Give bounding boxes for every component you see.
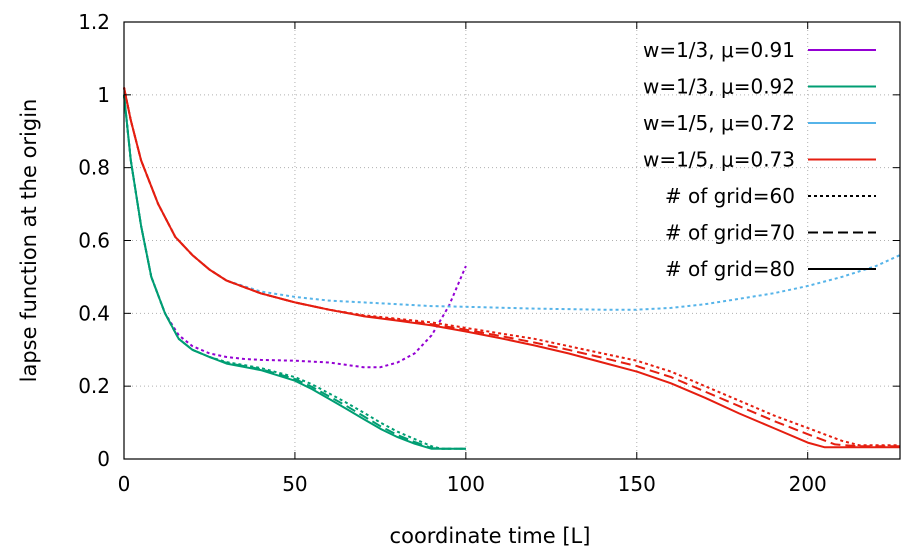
y-tick-label-1: 0.2 — [78, 374, 110, 398]
grid-lines — [124, 22, 900, 459]
x-tick-label-2: 100 — [447, 472, 485, 496]
y-tick-label-2: 0.4 — [78, 301, 110, 325]
legend-label-6: # of grid=80 — [665, 257, 795, 281]
y-tick-label-3: 0.6 — [78, 229, 110, 253]
x-tick-label-0: 0 — [118, 472, 131, 496]
x-tick-label-3: 150 — [618, 472, 656, 496]
y-tick-label-4: 0.8 — [78, 156, 110, 180]
series-line-2 — [123, 94, 466, 450]
legend-label-1: w=1/3, μ=0.92 — [643, 75, 795, 99]
series-line-1 — [123, 94, 466, 450]
axis-ticks: 0 50 100 150 200 0 0.2 0.4 0.6 0.8 1 1.2 — [78, 10, 900, 496]
series-line-3 — [123, 94, 466, 450]
x-tick-label-1: 50 — [282, 472, 307, 496]
y-tick-label-0: 0 — [97, 447, 110, 471]
y-axis-label: lapse function at the origin — [17, 99, 41, 383]
legend-label-5: # of grid=70 — [665, 221, 795, 245]
legend-label-3: w=1/5, μ=0.73 — [643, 148, 795, 172]
series-line-7 — [123, 87, 900, 449]
series-lines — [123, 87, 901, 450]
y-tick-label-5: 1 — [97, 83, 110, 107]
x-axis-label: coordinate time [L] — [390, 524, 591, 548]
legend: w=1/3, μ=0.91 w=1/3, μ=0.92 w=1/5, μ=0.72 w… — [643, 38, 876, 281]
x-tick-label-4: 200 — [789, 472, 827, 496]
legend-label-0: w=1/3, μ=0.91 — [643, 38, 795, 62]
legend-label-2: w=1/5, μ=0.72 — [643, 111, 795, 135]
legend-label-4: # of grid=60 — [665, 184, 795, 208]
y-tick-label-6: 1.2 — [78, 10, 110, 34]
